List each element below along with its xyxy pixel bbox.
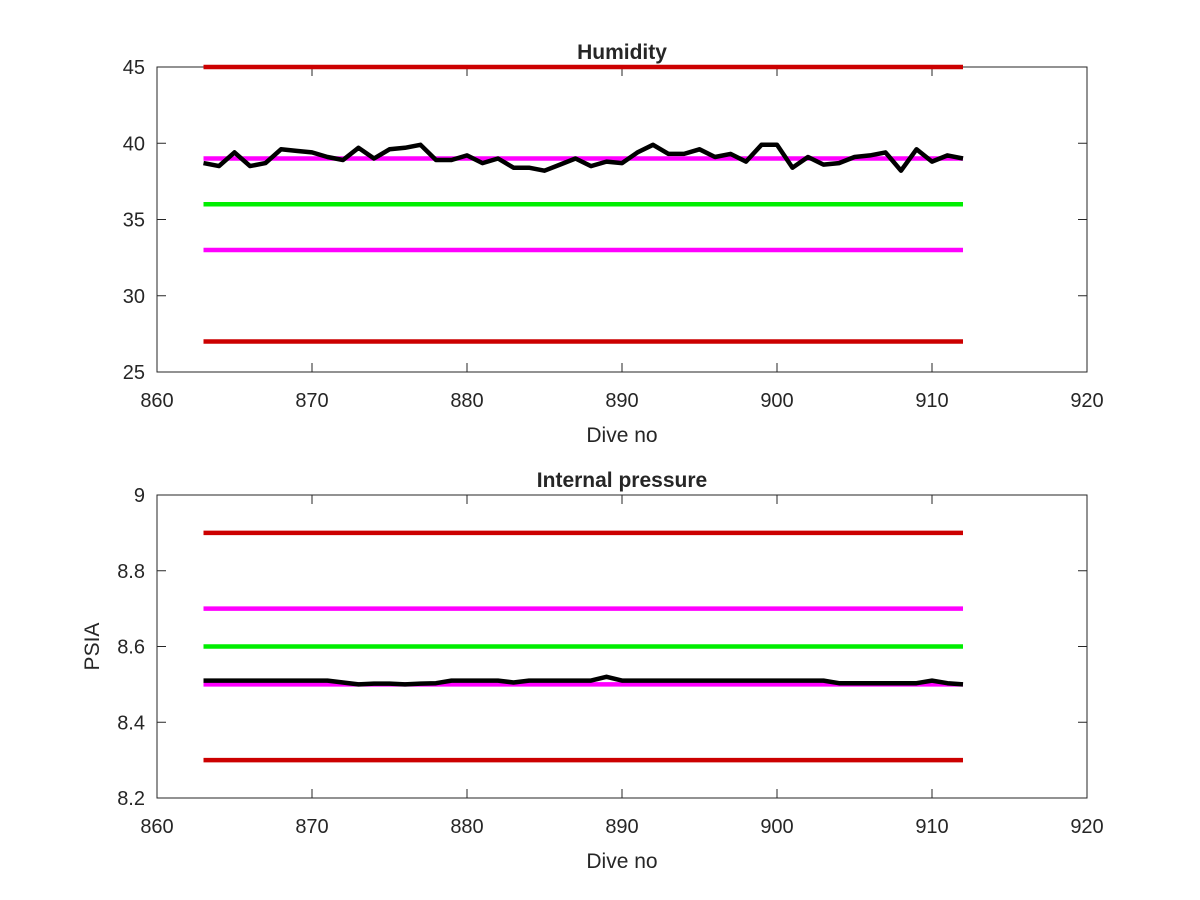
x-tick-label: 900 (760, 816, 793, 838)
x-tick-label: 900 (760, 390, 793, 412)
x-axis-label: Dive no (586, 850, 657, 873)
y-tick-label: 40 (123, 133, 145, 155)
chart-title: Humidity (577, 41, 667, 64)
chart-title: Internal pressure (537, 469, 707, 492)
y-tick-label: 30 (123, 286, 145, 308)
x-tick-label: 890 (605, 816, 638, 838)
y-tick-label: 35 (123, 210, 145, 232)
x-tick-label: 860 (140, 390, 173, 412)
x-tick-label: 910 (915, 390, 948, 412)
x-tick-label: 880 (450, 390, 483, 412)
x-tick-label: 880 (450, 816, 483, 838)
y-tick-label: 8.2 (117, 788, 145, 810)
x-tick-label: 910 (915, 816, 948, 838)
y-tick-label: 8.8 (117, 561, 145, 583)
y-tick-label: 8.4 (117, 712, 145, 734)
chart-panel-1: 860 870 880 890 900 910 920 25 30 35 40 45 Humidity D… (123, 41, 1104, 447)
x-tick-label: 920 (1070, 816, 1103, 838)
x-tick-label: 870 (295, 816, 328, 838)
y-tick-label: 8.6 (117, 637, 145, 659)
axes-box (156, 66, 1088, 373)
data-series-line (203, 674, 964, 687)
x-tick-label: 890 (605, 390, 638, 412)
x-axis-label: Dive no (586, 424, 657, 447)
y-axis-label: PSIA (81, 623, 104, 671)
x-tick-label: 870 (295, 390, 328, 412)
data-series-line (203, 142, 964, 173)
y-tick-label: 9 (134, 485, 145, 507)
y-tick-label: 25 (123, 362, 145, 384)
y-tick-label: 45 (123, 57, 145, 79)
x-tick-label: 920 (1070, 390, 1103, 412)
chart-panel-2: 860 870 880 890 900 910 920 8.2 8.4 8.6 8.8 9 Intern… (81, 469, 1104, 873)
x-tick-label: 860 (140, 816, 173, 838)
